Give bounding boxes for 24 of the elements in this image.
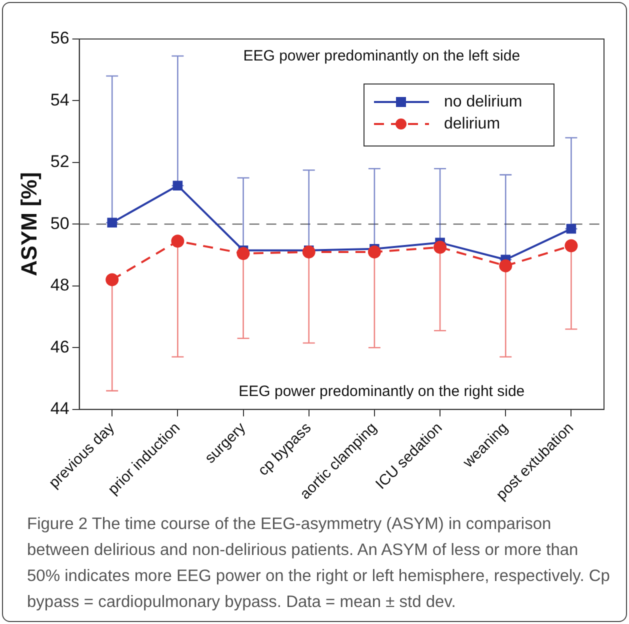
point [499,259,512,272]
legend-label: delirium [444,115,500,132]
point [106,273,119,286]
y-tick-label: 48 [50,276,70,295]
point [107,218,117,228]
point [434,240,447,254]
caption: Figure 2 The time course of the EEG-asymmetry (ASYM) in comparison between delirious and non-delirious patients. An ASYM of less or more than 50% indicates more EEG power on the right or left hemisphere, respectively. Cp bypass = cardiopulmonary bypass. Data = mean ± std dev. [27,514,611,613]
point [566,224,576,234]
y-tick-label: 52 [50,152,70,172]
annotation: EEG power predominantly on the right side [238,382,525,400]
y-tick-label: 54 [50,90,70,110]
y-tick-label: 44 [50,399,70,418]
point [302,245,316,258]
y-tick-label: 46 [50,337,70,356]
y-tick-label: 56 [50,28,70,48]
point [564,239,578,252]
point [368,245,381,258]
point [171,234,184,248]
point [172,180,183,190]
y-tick-label: 50 [50,214,70,233]
legend-label: no delirium [444,93,522,110]
point [236,246,250,260]
annotation: EEG power predominantly on the left side [243,48,520,65]
y-axis-title: ASYM [%] [16,172,42,276]
